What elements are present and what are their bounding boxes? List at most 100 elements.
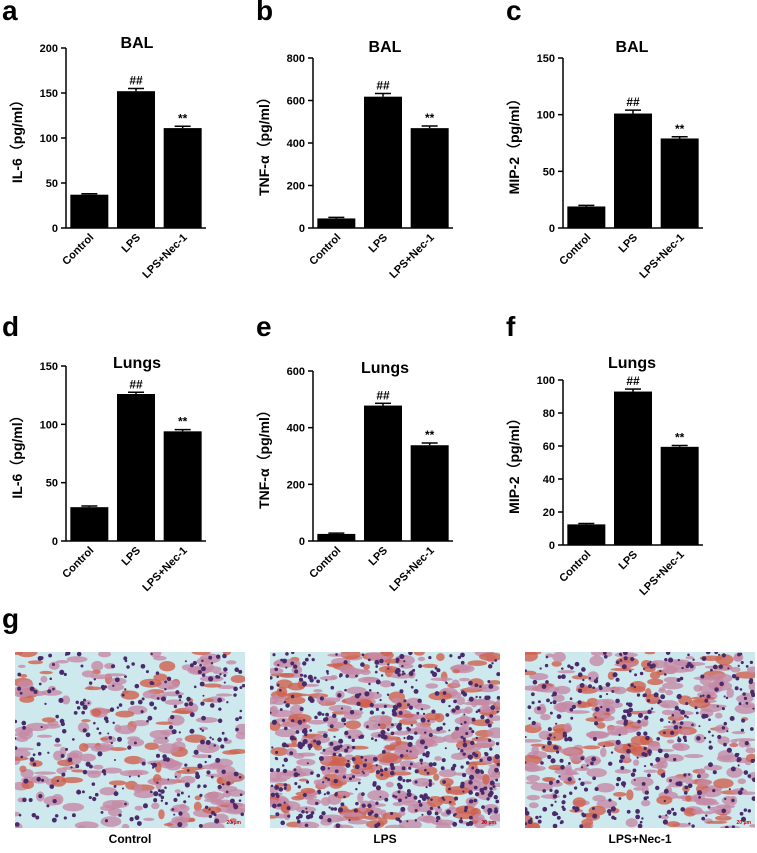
nucleus	[93, 721, 96, 725]
nucleus	[618, 797, 622, 800]
significance: **	[425, 111, 435, 125]
nucleus	[418, 803, 423, 807]
nucleus	[527, 819, 533, 825]
nucleus	[327, 818, 332, 823]
nucleus	[137, 775, 140, 778]
nucleus	[671, 807, 675, 811]
nucleus	[487, 792, 493, 798]
tissue-strand	[624, 751, 631, 762]
nucleus	[496, 672, 500, 677]
tissue-strand	[230, 674, 245, 684]
nucleus	[751, 777, 755, 783]
nucleus	[73, 710, 78, 715]
nucleus	[750, 689, 755, 695]
nucleus	[721, 653, 726, 658]
nucleus	[665, 814, 668, 817]
tissue-strand	[279, 672, 295, 678]
nucleus	[463, 713, 466, 716]
nucleus	[620, 781, 627, 787]
panel-label: f	[506, 311, 516, 342]
nucleus	[61, 772, 66, 777]
tissue-strand	[706, 820, 728, 824]
nucleus	[345, 762, 351, 768]
nucleus	[436, 819, 439, 823]
nucleus	[542, 789, 546, 793]
nucleus	[344, 688, 347, 692]
nucleus	[691, 723, 694, 727]
tissue-strand	[422, 815, 437, 824]
nucleus	[297, 741, 303, 747]
nucleus	[379, 795, 382, 798]
tissue-strand	[557, 670, 576, 674]
nucleus	[372, 782, 377, 787]
nucleus	[471, 766, 475, 770]
nucleus	[136, 821, 142, 826]
nucleus	[302, 792, 307, 798]
nucleus	[362, 763, 367, 768]
nucleus	[131, 662, 135, 666]
nucleus	[343, 722, 346, 726]
histology-image: 20 μm	[15, 652, 245, 828]
nucleus	[562, 807, 566, 812]
nucleus	[750, 758, 755, 763]
nucleus	[351, 738, 355, 743]
nucleus	[475, 710, 479, 714]
nucleus	[100, 684, 106, 690]
nucleus	[141, 697, 145, 701]
nucleus	[348, 819, 351, 822]
nucleus	[199, 728, 202, 731]
nucleus	[636, 756, 639, 759]
nucleus	[305, 807, 308, 810]
tissue-strand	[698, 768, 706, 774]
nucleus	[118, 703, 123, 707]
tissue-strand	[563, 722, 572, 733]
tissue-strand	[681, 729, 691, 736]
nucleus	[200, 739, 205, 745]
nucleus	[150, 652, 153, 656]
nucleus	[618, 759, 623, 764]
nucleus	[696, 790, 703, 796]
tissue-strand	[696, 800, 720, 806]
tissue-strand	[614, 768, 632, 774]
nucleus	[380, 674, 384, 677]
nucleus	[737, 790, 743, 795]
nucleus	[629, 744, 632, 747]
nucleus	[542, 745, 546, 749]
nucleus	[698, 796, 701, 799]
nucleus	[61, 729, 67, 734]
nucleus	[570, 716, 574, 720]
tissue-strand	[153, 655, 167, 661]
nucleus	[124, 675, 127, 679]
tissue-strand	[328, 704, 352, 712]
x-tick-label: Control	[557, 232, 593, 268]
nucleus	[235, 727, 239, 732]
nucleus	[462, 752, 466, 756]
nucleus	[71, 813, 76, 818]
nucleus	[294, 781, 298, 786]
nucleus	[554, 789, 559, 795]
x-tick-label: LPS+Nec-1	[140, 545, 189, 594]
tissue-strand	[597, 741, 615, 747]
nucleus	[36, 776, 42, 782]
nucleus	[160, 696, 167, 702]
nucleus	[586, 764, 589, 767]
nucleus	[687, 653, 690, 657]
tissue-strand	[306, 798, 322, 806]
nucleus	[672, 811, 677, 816]
significance: **	[675, 122, 685, 136]
nucleus	[644, 715, 649, 720]
tissue-strand	[157, 743, 180, 754]
nucleus	[414, 780, 418, 784]
nucleus	[88, 764, 93, 769]
nucleus	[384, 797, 389, 802]
tissue-strand	[276, 679, 293, 689]
tissue-strand	[107, 683, 125, 691]
nucleus	[727, 667, 730, 670]
tissue-strand	[19, 673, 28, 678]
nucleus	[551, 811, 558, 817]
tissue-strand	[91, 660, 104, 671]
tissue-strand	[525, 670, 537, 676]
nucleus	[714, 652, 719, 655]
nucleus	[673, 725, 679, 730]
tissue-strand	[296, 806, 317, 814]
